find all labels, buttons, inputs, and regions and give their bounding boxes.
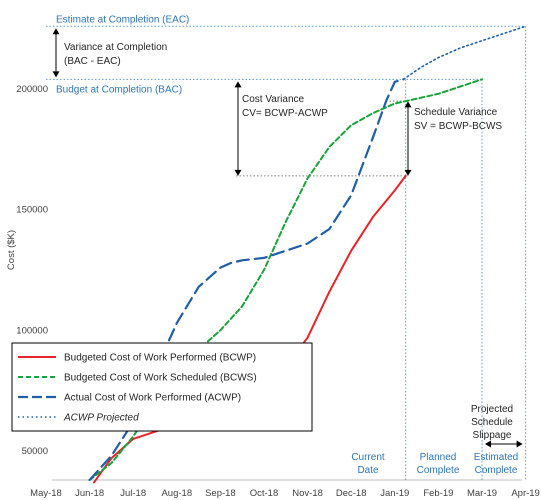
annotations: Estimate at Completion (EAC) Budget at Co… [52,14,523,476]
legend-box [11,342,313,432]
y-tick-label: 100000 [16,325,48,336]
slippage-label-3: Slippage [473,430,512,441]
series-line-0 [93,174,407,484]
vac-arrow-head-bottom [52,71,60,78]
x-tick-label: Aug-18 [161,488,192,499]
sv-arrow-head-bottom [404,169,412,176]
sv-arrow-head-top [404,101,412,108]
cv-label-1: Cost Variance [242,94,305,105]
x-tick-label: May-18 [30,488,62,499]
legend-label-0: Budgeted Cost of Work Performed (BCWP) [64,353,256,364]
y-tick-label: 50000 [22,446,48,457]
vac-arrow [52,28,60,78]
x-tick-label: Feb-19 [423,488,453,499]
estimated-complete-label-1: Estimated [474,452,518,463]
current-date-label-2: Date [357,465,379,476]
legend-label-2: Actual Cost of Work Performed (ACWP) [64,393,241,404]
cv-arrow [234,81,242,176]
x-tick-label: Sep-18 [205,488,236,499]
y-tick-label: 150000 [16,205,48,216]
x-tick-label: Jan-19 [380,488,409,499]
vac-label-1: Variance at Completion [64,42,167,53]
slippage-label-2: Schedule [471,417,513,428]
x-tick-label: Dec-18 [336,488,367,499]
vac-label-2: (BAC - EAC) [64,56,121,67]
series-line-3 [402,25,527,81]
estimated-complete-label-2: Complete [475,465,518,476]
current-date-label-1: Current [351,452,385,463]
y-axis-label: Cost ($K) [6,230,17,270]
x-tick-label: Jun-18 [75,488,104,499]
planned-complete-label-1: Planned [420,452,457,463]
eac-label: Estimate at Completion (EAC) [56,14,189,25]
slippage-arrow [485,440,523,448]
y-axis-ticks: 50000 100000 150000 200000 Cost ($K) [6,84,48,457]
slippage-label-1: Projected [471,404,513,415]
legend-label-1: Budgeted Cost of Work Scheduled (BCWS) [64,373,257,384]
x-tick-label: Apr-19 [511,488,540,499]
x-axis-ticks: May-18 Jun-18 Jul-18 Aug-18 Sep-18 Oct-18 Nov-… [30,488,540,499]
x-tick-label: Oct-18 [250,488,279,499]
y-tick-label: 200000 [16,84,48,95]
legend: Budgeted Cost of Work Performed (BCWP) Bu… [11,342,313,432]
legend-label-3: ACWP Projected [63,413,139,424]
planned-complete-label-2: Complete [417,465,460,476]
cv-arrow-head-top [234,81,242,88]
cv-arrow-head-bottom [234,169,242,176]
bac-label: Budget at Completion (BAC) [56,84,182,95]
reference-lines [46,25,527,480]
sv-label-1: Schedule Variance [414,107,498,118]
x-tick-label: Jul-18 [120,488,146,499]
x-tick-label: Nov-18 [292,488,323,499]
slippage-arrow-head-right [516,440,523,448]
cv-label-2: CV= BCWP-ACWP [242,108,328,119]
sv-arrow [404,101,412,176]
x-tick-label: Mar-19 [467,488,497,499]
sv-label-2: SV = BCWP-BCWS [414,121,502,132]
slippage-arrow-head-left [485,440,491,448]
vac-arrow-head-top [52,28,60,35]
